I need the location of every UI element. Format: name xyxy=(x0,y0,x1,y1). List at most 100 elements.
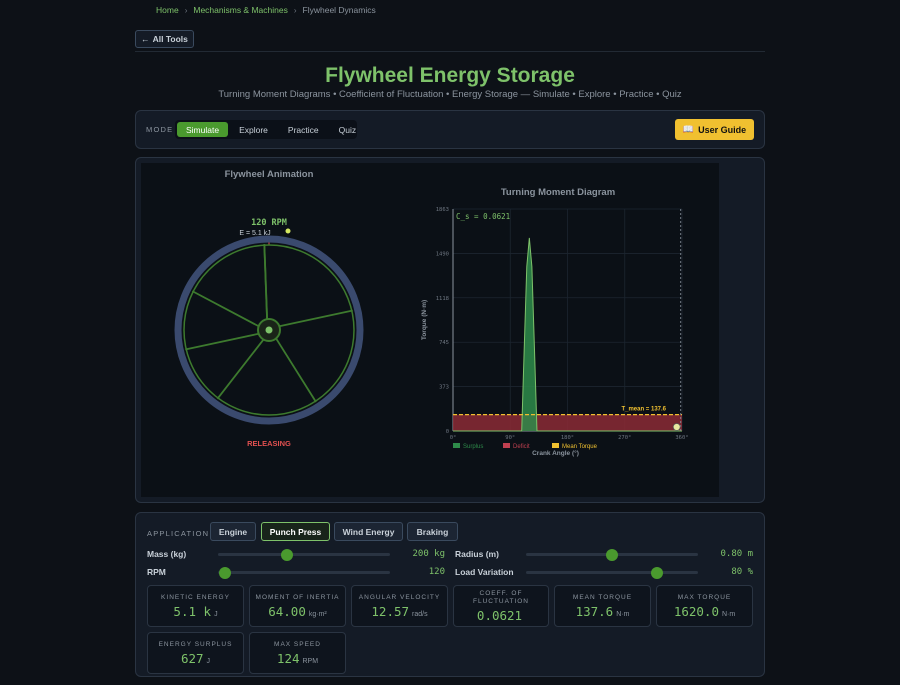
divider xyxy=(135,51,765,52)
stat-energy-surplus: Energy Surplus 627 J xyxy=(147,632,244,674)
stat-value: 1620.0 xyxy=(673,603,719,619)
stat-label: Mean Torque xyxy=(572,593,633,601)
stat-label: Energy Surplus xyxy=(158,640,233,648)
stat-label: Coeff. of Fluctuation xyxy=(472,589,530,605)
x-tick-label: 180° xyxy=(561,435,574,441)
energy-readout: E = 5.1 kJ xyxy=(239,230,270,237)
y-tick-label: 1863 xyxy=(436,207,449,213)
arrow-left-icon: ← xyxy=(141,34,150,44)
stat-unit: N·m xyxy=(721,610,736,618)
radius-slider[interactable] xyxy=(526,548,698,561)
energy-marker xyxy=(285,228,291,234)
simulation-canvas: Flywheel Animation 120 RPM E = 5.1 kJ RE… xyxy=(141,163,719,497)
mass-slider-thumb[interactable] xyxy=(280,548,293,561)
flywheel-spoke xyxy=(216,338,265,400)
stat-mean-torque: Mean Torque 137.6 N·m xyxy=(554,585,651,627)
stat-label: Angular Velocity xyxy=(358,593,441,601)
load-variation-slider[interactable] xyxy=(526,566,698,579)
breadcrumb-home[interactable]: Home xyxy=(156,5,179,15)
breadcrumb-separator: › xyxy=(293,5,297,15)
user-guide-button[interactable]: 📖 User Guide xyxy=(675,119,754,140)
mode-label: MODE xyxy=(146,125,174,134)
application-punch-press-button[interactable]: Punch Press xyxy=(261,522,330,541)
stat-value: 12.57 xyxy=(371,603,410,619)
application-label: APPLICATION xyxy=(147,529,210,538)
mass-slider[interactable] xyxy=(218,548,390,561)
rpm-slider-thumb[interactable] xyxy=(218,566,231,579)
legend-label: Mean Torque xyxy=(562,444,598,450)
x-tick-label: 0° xyxy=(450,435,457,441)
flywheel-inner-rim xyxy=(183,244,355,416)
stat-unit: rad/s xyxy=(412,610,428,618)
stat-value: 64.00 xyxy=(268,603,306,619)
stat-max-speed: Max Speed 124 RPM xyxy=(249,632,346,674)
breadcrumb-separator: › xyxy=(184,5,188,15)
rpm-value: 120 xyxy=(428,567,445,577)
flywheel-spoke xyxy=(279,309,353,328)
rpm-slider[interactable] xyxy=(218,566,390,579)
flywheel-rim xyxy=(174,235,364,425)
x-tick-label: 90° xyxy=(505,435,515,441)
stat-unit: kg·m² xyxy=(308,610,327,618)
stat-label: Moment of Inertia xyxy=(255,593,340,601)
x-axis-label: Crank Angle (°) xyxy=(532,449,579,457)
all-tools-button[interactable]: ← All Tools xyxy=(135,30,194,48)
stat-value: 5.1 k xyxy=(173,603,212,619)
x-tick-label: 360° xyxy=(675,435,688,441)
load-variation-label: Load Variation xyxy=(455,567,514,577)
stat-label: Kinetic Energy xyxy=(161,593,230,601)
legend-swatch xyxy=(503,443,510,448)
animation-title: Flywheel Animation xyxy=(225,169,314,180)
deficit-area xyxy=(453,414,682,431)
stat-value: 124 xyxy=(276,650,300,666)
flywheel-state: RELEASING xyxy=(247,439,291,448)
flywheel-spoke xyxy=(185,332,259,351)
stat-unit: N·m xyxy=(616,610,630,618)
radius-label: Radius (m) xyxy=(455,549,499,559)
page-title: Flywheel Energy Storage xyxy=(325,64,575,87)
flywheel-spoke xyxy=(191,290,260,328)
flywheel-spoke xyxy=(263,244,268,320)
load-variation-value: 80 % xyxy=(731,567,753,577)
stat-value: 627 xyxy=(180,650,204,666)
page-subtitle: Turning Moment Diagrams • Coefficient of… xyxy=(218,89,682,100)
stat-coeff-of-fluctuation: Coeff. of Fluctuation 0.0621 xyxy=(453,585,549,627)
y-tick-label: 1490 xyxy=(436,251,449,257)
stat-moment-of-inertia: Moment of Inertia 64.00 kg·m² xyxy=(249,585,346,627)
stat-value: 137.6 xyxy=(575,603,614,619)
rpm-label: RPM xyxy=(147,567,166,577)
torque-curve xyxy=(453,237,682,432)
y-axis-label: Torque (N·m) xyxy=(421,300,428,340)
rpm-readout: 120 RPM xyxy=(251,218,287,228)
breadcrumb: Home › Mechanisms & Machines › Flywheel … xyxy=(156,5,376,15)
flywheel-spoke xyxy=(275,337,317,403)
y-tick-label: 0 xyxy=(446,429,449,435)
mass-value: 200 kg xyxy=(412,549,445,559)
simulation-svg: Flywheel Animation 120 RPM E = 5.1 kJ RE… xyxy=(174,169,689,457)
legend-label: Deficit xyxy=(513,444,530,450)
stat-angular-velocity: Angular Velocity 12.57 rad/s xyxy=(351,585,448,627)
stat-label: Max Torque xyxy=(677,593,732,601)
application-wind-energy-button[interactable]: Wind Energy xyxy=(334,522,403,541)
application-engine-button[interactable]: Engine xyxy=(210,522,256,541)
book-icon: 📖 xyxy=(682,124,695,134)
radius-slider-thumb[interactable] xyxy=(606,548,618,561)
radius-value: 0.80 m xyxy=(720,549,753,559)
mode-tabs: Simulate Explore Practice Quiz xyxy=(175,120,357,139)
stat-unit: J xyxy=(206,657,211,665)
legend-swatch xyxy=(552,443,559,448)
tab-practice[interactable]: Practice xyxy=(287,124,319,135)
stat-unit: RPM xyxy=(302,657,319,665)
all-tools-label: All Tools xyxy=(152,34,188,44)
stat-label: Max Speed xyxy=(274,640,321,648)
application-braking-button[interactable]: Braking xyxy=(407,522,458,541)
load-variation-slider-thumb[interactable] xyxy=(650,566,663,579)
mass-label: Mass (kg) xyxy=(147,549,187,559)
breadcrumb-current: Flywheel Dynamics xyxy=(302,5,376,15)
tab-quiz[interactable]: Quiz xyxy=(338,124,357,135)
tab-simulate[interactable]: Simulate xyxy=(177,122,229,137)
y-tick-label: 373 xyxy=(439,385,449,391)
tab-explore[interactable]: Explore xyxy=(239,124,268,135)
current-angle-marker xyxy=(672,423,681,431)
breadcrumb-category[interactable]: Mechanisms & Machines xyxy=(193,5,288,15)
